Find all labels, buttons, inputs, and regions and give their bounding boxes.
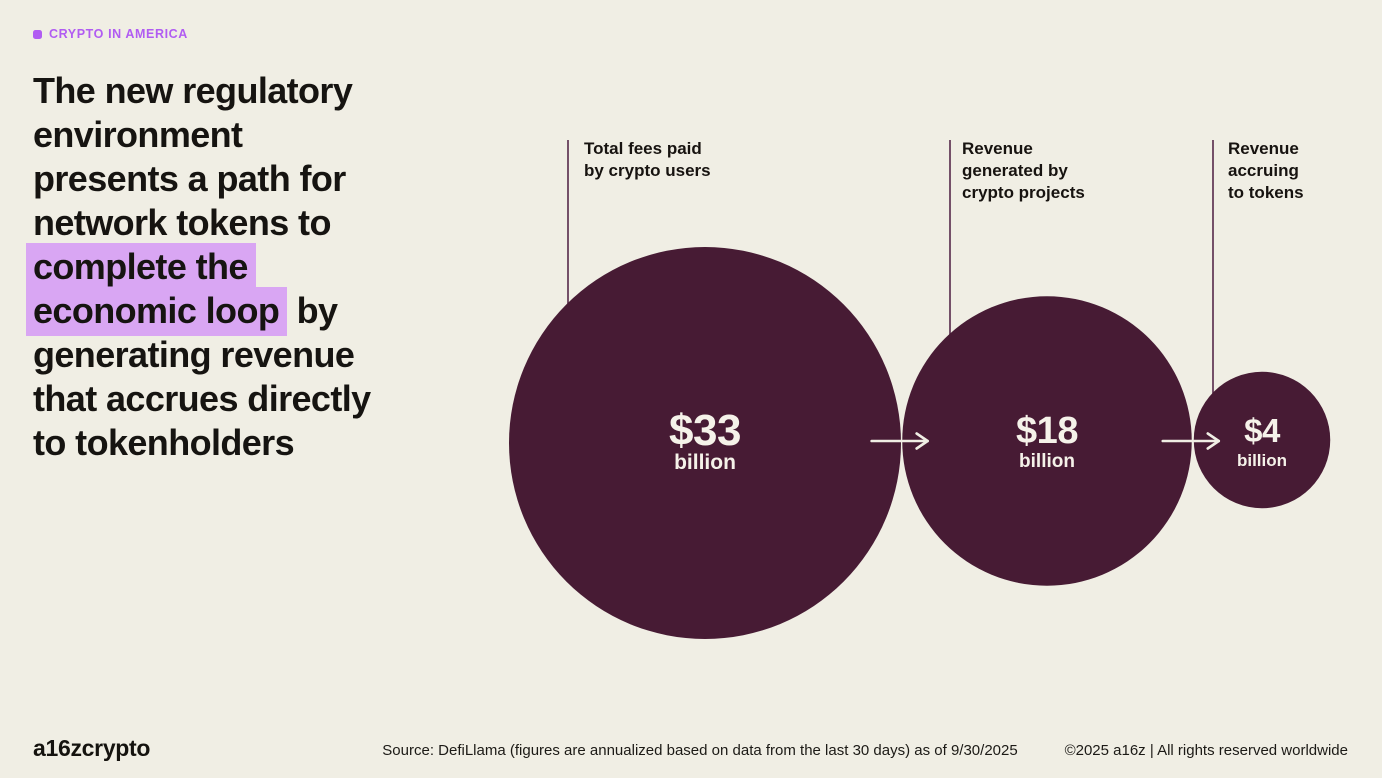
- headline-highlight: complete the: [26, 243, 256, 292]
- bubble-label: Revenue generated by crypto projects: [962, 139, 1085, 202]
- bubble-unit: billion: [674, 451, 736, 474]
- bubble-value: $4: [1244, 412, 1281, 449]
- headline: The new regulatory environment presents a …: [26, 69, 503, 465]
- headline-line: generating revenue: [33, 333, 503, 377]
- tag-square-icon: [33, 29, 42, 39]
- headline-line: that accrues directly: [33, 377, 503, 421]
- headline-line: network tokens to: [33, 201, 503, 245]
- headline-text: The new regulatory: [33, 70, 353, 111]
- headline-line: complete the: [26, 243, 503, 292]
- bubble-circle: [902, 296, 1192, 586]
- tag-label: CRYPTO IN AMERICA: [49, 27, 188, 41]
- bubble-label: Total fees paid by crypto users: [584, 139, 711, 180]
- bubble-unit: billion: [1019, 451, 1075, 472]
- headline-line: economic loop by: [26, 287, 503, 336]
- brand-logo: a16zcrypto: [33, 735, 151, 761]
- headline-text: network tokens to: [33, 202, 331, 243]
- headline-text: that accrues directly: [33, 378, 371, 419]
- headline-highlight: economic loop: [26, 287, 288, 336]
- bubble-circle: [509, 247, 901, 639]
- headline-line: The new regulatory: [33, 69, 503, 113]
- headline-text: presents a path for: [33, 158, 346, 199]
- bubble-circle: [1193, 371, 1331, 509]
- headline-text: by: [287, 290, 338, 331]
- copyright-note: ©2025 a16z | All rights reserved worldwi…: [1064, 742, 1348, 759]
- bubble-unit: billion: [1237, 451, 1287, 470]
- source-note: Source: DefiLlama (figures are annualize…: [382, 742, 1018, 759]
- bubble-label: Revenue accruing to tokens: [1228, 139, 1304, 202]
- eyebrow-tag: CRYPTO IN AMERICA: [33, 27, 188, 41]
- headline-text: generating revenue: [33, 334, 355, 375]
- flow-arrow-head: [1206, 432, 1221, 450]
- headline-line: to tokenholders: [33, 421, 503, 465]
- headline-line: presents a path for: [33, 157, 503, 201]
- headline-line: environment: [33, 113, 503, 157]
- bubble-value: $33: [669, 406, 741, 455]
- bubble-value: $18: [1016, 410, 1078, 452]
- headline-text: environment: [33, 114, 243, 155]
- headline-text: to tokenholders: [33, 422, 295, 463]
- flow-arrow-head: [915, 432, 929, 450]
